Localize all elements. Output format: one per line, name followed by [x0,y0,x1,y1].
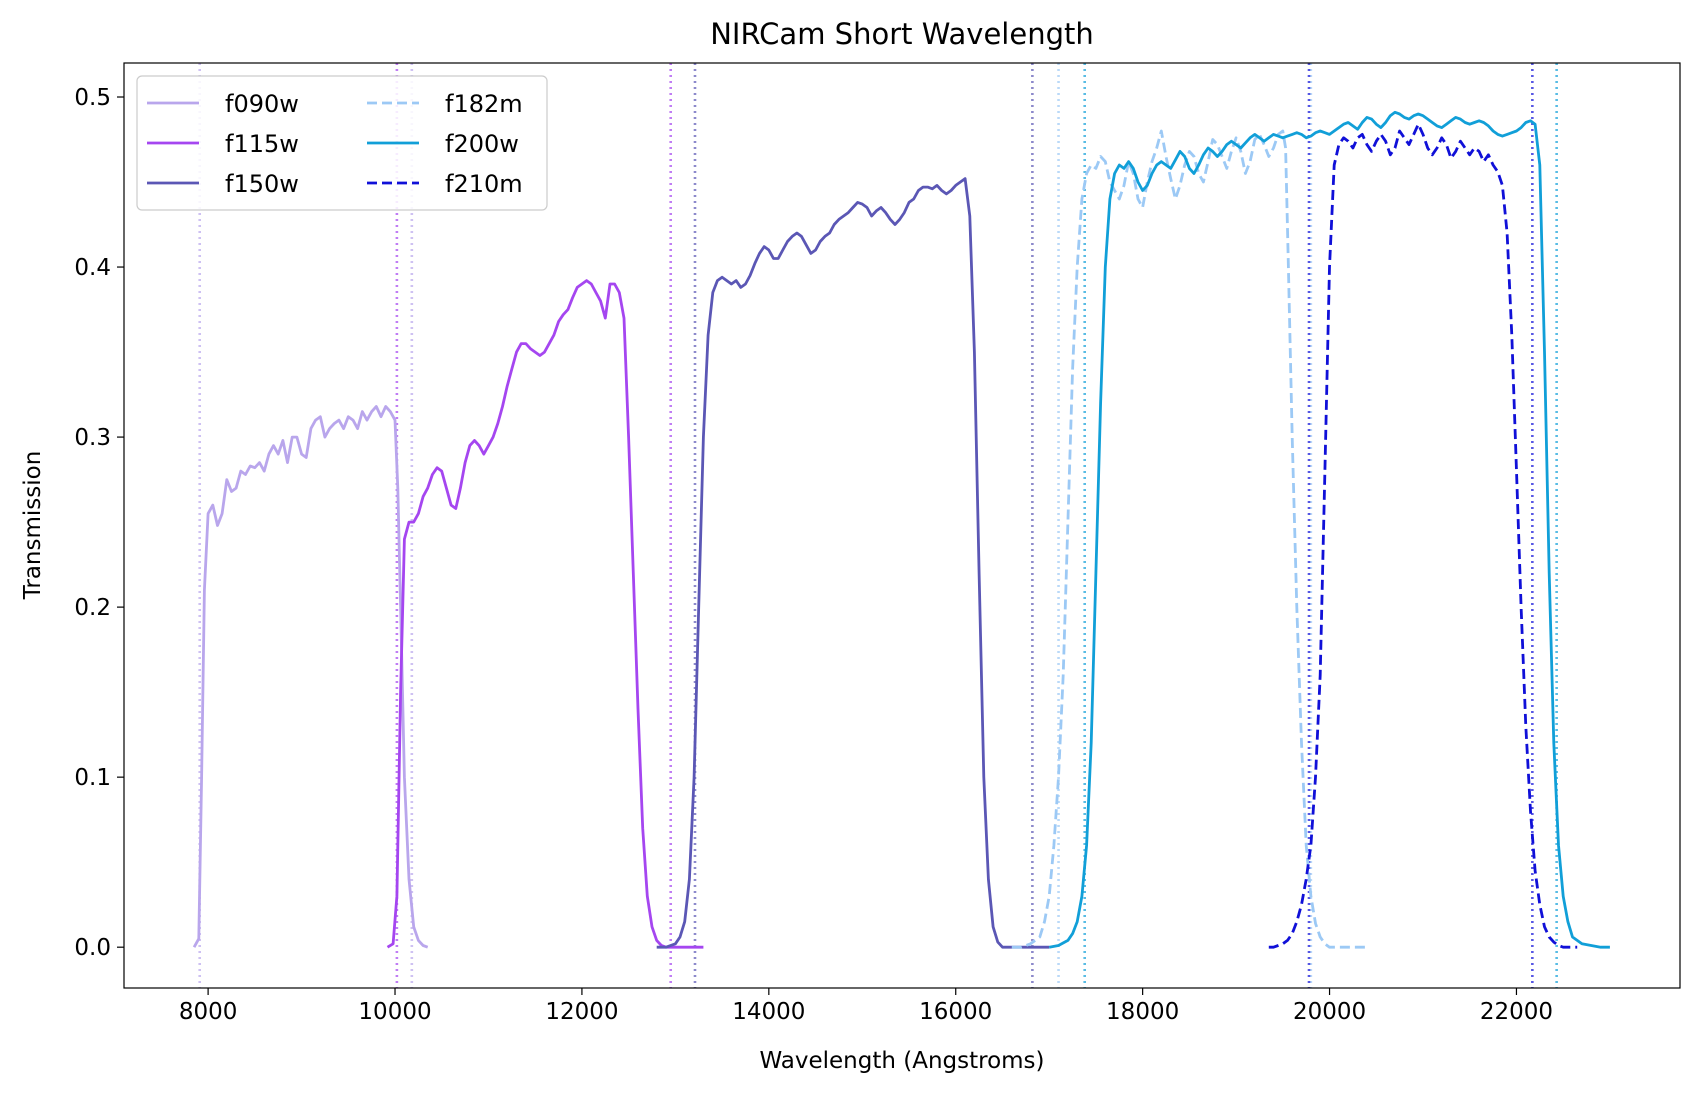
y-axis: 0.0 0.1 0.2 0.3 0.4 0.5 [74,85,124,961]
series-line-f210m [1268,122,1578,949]
x-tick-label: 14000 [732,999,805,1025]
legend-label-f182m: f182m [445,90,523,118]
legend-label-f090w: f090w [225,90,299,118]
x-tick-label: 18000 [1106,999,1179,1025]
x-axis-label: Wavelength (Angstroms) [759,1048,1044,1074]
legend-label-f200w: f200w [445,130,519,158]
plot-frame [123,62,1681,989]
y-tick-label: 0.5 [74,85,111,111]
x-tick-label: 22000 [1480,999,1553,1025]
legend: f090w f115w f150w f182m f200w f210m [136,75,548,211]
series-line-f200w [1048,110,1610,949]
x-tick-label: 16000 [919,999,992,1025]
legend-box [136,75,548,211]
chart-title: NIRCam Short Wavelength [710,17,1094,51]
series-line-f090w [192,405,429,949]
x-tick-label: 20000 [1293,999,1366,1025]
legend-label-f115w: f115w [225,130,299,158]
x-tick-label: 8000 [179,999,238,1025]
series-line-f182m [1011,129,1367,949]
legend-label-f210m: f210m [445,170,523,198]
x-tick-label: 10000 [358,999,431,1025]
series-line-f150w [656,177,1050,949]
y-tick-label: 0.1 [74,765,111,791]
y-tick-label: 0.3 [74,425,111,451]
series-line-f115w [386,279,704,949]
y-tick-label: 0.2 [74,595,111,621]
x-axis: 8000 10000 12000 14000 16000 18000 20000 22000 [179,988,1553,1025]
reference-lines [198,63,1558,988]
y-tick-label: 0.4 [74,255,111,281]
y-tick-label: 0.0 [74,935,111,961]
x-tick-label: 12000 [545,999,618,1025]
legend-label-f150w: f150w [225,170,299,198]
y-axis-label: Transmission [20,451,46,601]
series-lines [192,110,1610,949]
